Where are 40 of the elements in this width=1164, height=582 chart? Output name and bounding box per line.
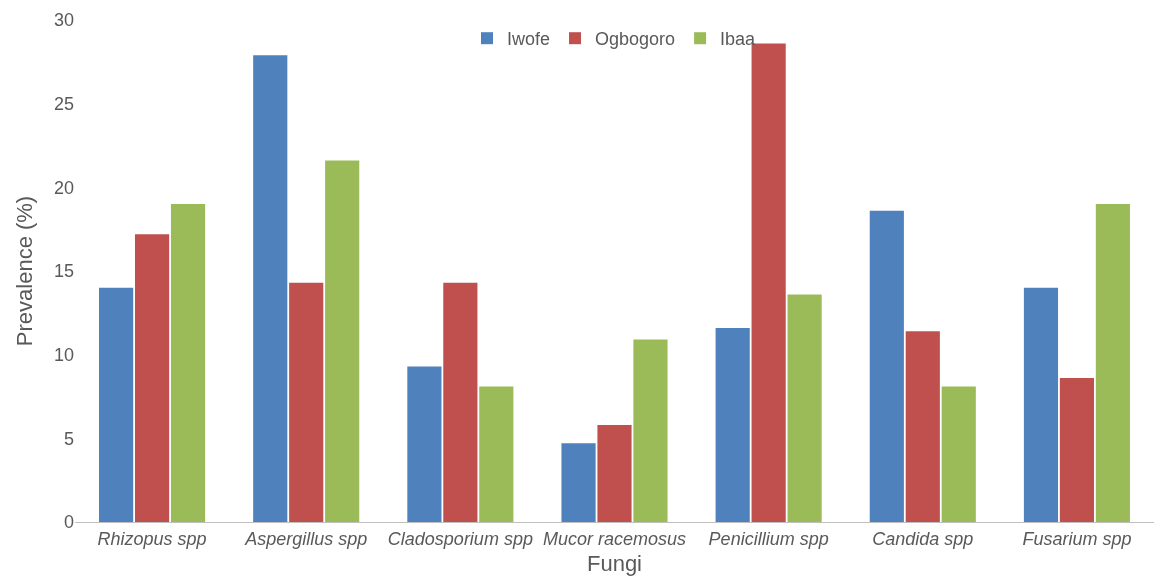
x-tick-label: Penicillium spp xyxy=(708,528,829,549)
bar xyxy=(561,443,596,522)
x-axis-title: Fungi xyxy=(586,551,643,577)
x-tick-label: Aspergillus spp xyxy=(244,528,368,549)
bar xyxy=(1023,287,1059,522)
bar xyxy=(134,234,170,522)
bar xyxy=(1095,204,1130,522)
bar xyxy=(479,386,514,522)
y-axis-title: Prevalence (%) xyxy=(11,195,37,347)
bar xyxy=(99,287,134,522)
bar xyxy=(325,160,360,522)
bar xyxy=(633,339,668,522)
y-tick-label: 25 xyxy=(53,93,74,114)
bar xyxy=(787,294,822,522)
bar xyxy=(597,424,632,522)
bar xyxy=(751,43,786,522)
legend-label: Ibaa xyxy=(720,29,757,50)
x-tick-label: Fusarium spp xyxy=(1022,528,1132,549)
x-tick-label: Rhizopus spp xyxy=(97,528,207,549)
x-tick-label: Mucor racemosus xyxy=(542,528,687,549)
bar xyxy=(170,204,206,522)
bar xyxy=(289,282,324,522)
y-tick-label: 5 xyxy=(63,428,74,449)
legend-label: Iwofe xyxy=(507,29,551,50)
y-tick-label: 30 xyxy=(53,10,74,31)
bar xyxy=(407,366,442,522)
x-tick-label: Cladosporium spp xyxy=(387,528,533,549)
y-tick-label: 15 xyxy=(53,261,74,282)
y-tick-label: 20 xyxy=(53,177,74,198)
y-tick-label: 10 xyxy=(53,344,74,365)
bar xyxy=(941,386,976,522)
bar xyxy=(905,331,940,522)
bar xyxy=(443,282,478,522)
x-tick-label: Candida spp xyxy=(872,528,974,549)
legend-label: Ogbogoro xyxy=(595,29,676,50)
bar xyxy=(715,327,750,522)
bar xyxy=(1059,378,1095,522)
bar xyxy=(869,210,904,522)
bar xyxy=(253,55,288,522)
y-tick-label: 0 xyxy=(63,512,74,533)
